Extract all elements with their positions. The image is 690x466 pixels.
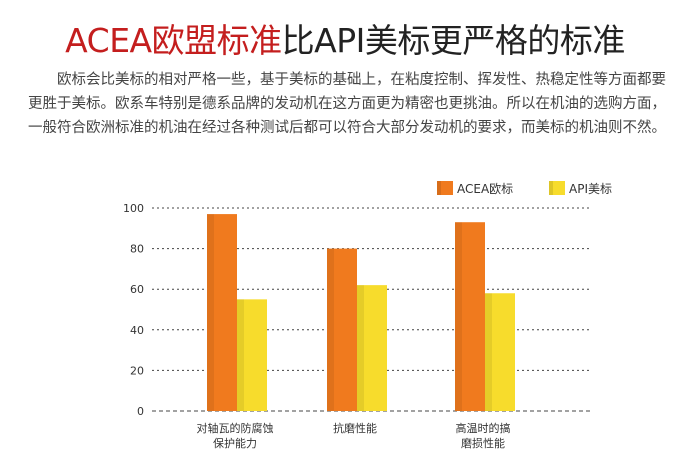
acea-bar-shade — [455, 222, 462, 411]
legend-swatch-shade — [437, 181, 441, 195]
legend-swatch — [437, 181, 453, 195]
legend-swatch — [549, 181, 565, 195]
x-category-label: 高温时的搞 — [456, 421, 511, 435]
y-tick-label: 20 — [130, 364, 144, 377]
x-category-label: 保护能力 — [213, 436, 257, 450]
y-tick-label: 80 — [130, 243, 144, 256]
title-rest: 比API美标更严格的标准 — [281, 21, 626, 60]
intro-paragraph: 欧标会比美标的相对严格一些，基于美标的基础上，在粘度控制、挥发性、热稳定性等方面… — [28, 68, 668, 140]
acea-bar-shade — [207, 214, 214, 411]
api-bar-shade — [485, 293, 492, 411]
api-bar-shade — [237, 299, 244, 411]
legend-label: API美标 — [569, 182, 612, 196]
y-tick-label: 40 — [130, 324, 144, 337]
page-title: ACEA欧盟标准比API美标更严格的标准 — [0, 14, 690, 62]
legend-swatch-shade — [549, 181, 553, 195]
y-tick-label: 100 — [123, 202, 144, 215]
api-bar — [237, 299, 267, 411]
api-bar — [357, 285, 387, 411]
y-tick-label: 0 — [137, 405, 144, 418]
acea-bar — [207, 214, 237, 411]
x-category-label: 对轴瓦的防腐蚀 — [197, 421, 274, 435]
api-bar-shade — [357, 285, 364, 411]
y-tick-label: 60 — [130, 283, 144, 296]
api-bar — [485, 293, 515, 411]
acea-bar — [455, 222, 485, 411]
x-category-label: 抗磨性能 — [333, 421, 377, 435]
intro-text: 欧标会比美标的相对严格一些，基于美标的基础上，在粘度控制、挥发性、热稳定性等方面… — [28, 72, 666, 136]
legend-label: ACEA欧标 — [457, 182, 513, 196]
title-highlight: ACEA欧盟标准 — [65, 21, 282, 60]
acea-bar-shade — [327, 248, 334, 411]
x-category-label: 磨损性能 — [461, 436, 505, 450]
acea-bar — [327, 248, 357, 411]
